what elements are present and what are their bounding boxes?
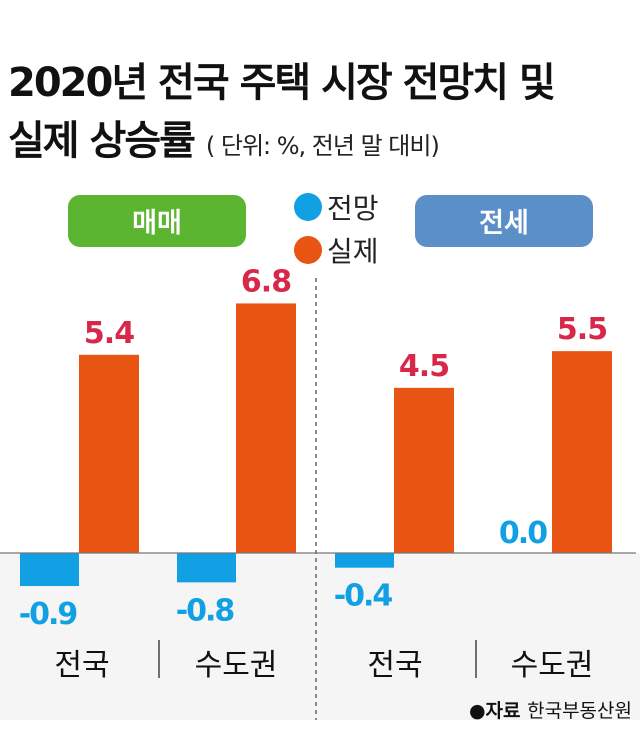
group-header <box>415 195 593 247</box>
unit-note: ( 단위: %, 전년 말 대비) <box>205 132 440 160</box>
data-label-actual: 5.4 <box>84 316 134 351</box>
source-note: ●자료 한국부동산원 <box>469 700 632 722</box>
bar-forecast <box>20 553 79 587</box>
source-value: 한국부동산원 <box>527 700 632 722</box>
category-label: 전국 <box>367 648 422 683</box>
data-label-forecast: -0.9 <box>19 597 77 632</box>
data-label-forecast: 0.0 <box>499 516 547 551</box>
group-header-label: 전세 <box>479 208 529 239</box>
data-label-forecast: -0.8 <box>176 593 235 628</box>
bar-forecast <box>335 553 394 568</box>
legend-marker <box>294 236 322 264</box>
source-label: ●자료 <box>469 700 527 722</box>
legend-label: 전망 <box>327 192 379 225</box>
data-label-forecast: -0.4 <box>334 579 393 614</box>
bar-actual <box>236 303 296 553</box>
data-label-actual: 6.8 <box>241 264 291 299</box>
bar-actual <box>79 354 139 553</box>
lower-background <box>0 553 640 720</box>
legend-label: 실제 <box>327 235 379 268</box>
chart-title-line2: 실제 상승률 ( 단위: %, 전년 말 대비) <box>8 108 440 166</box>
data-label-actual: 4.5 <box>399 349 449 384</box>
category-label: 전국 <box>54 648 109 683</box>
category-label: 수도권 <box>195 648 278 683</box>
data-label-actual: 5.5 <box>557 312 607 347</box>
group-header-label: 매매 <box>132 208 182 239</box>
chart-title: 2020년 전국 주택 시장 전망치 및 <box>8 60 556 106</box>
bar-forecast <box>177 553 236 583</box>
category-label: 수도권 <box>511 648 594 683</box>
title-line2-text: 실제 상승률 <box>8 118 196 164</box>
bar-actual <box>552 351 612 553</box>
group-header <box>68 195 246 247</box>
bar-actual <box>394 387 454 553</box>
legend-marker <box>294 193 322 221</box>
